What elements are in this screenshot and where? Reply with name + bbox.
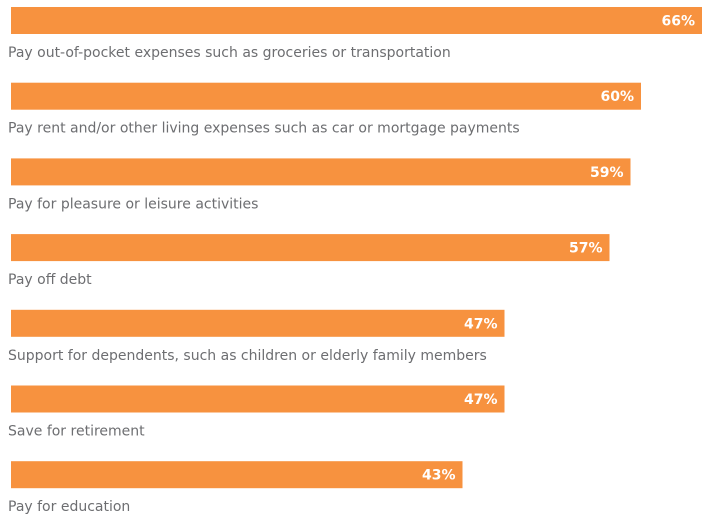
bar (11, 82, 641, 110)
value-label: 60% (600, 89, 634, 105)
bar (11, 309, 505, 337)
value-label: 47% (464, 316, 498, 332)
bar (11, 385, 505, 413)
category-label: Pay out-of-pocket expenses such as groce… (8, 45, 451, 61)
category-label: Pay for education (8, 499, 130, 515)
bar (11, 234, 610, 262)
value-label: 66% (661, 14, 695, 30)
bar (11, 461, 463, 489)
value-label: 59% (590, 165, 624, 181)
category-label: Save for retirement (8, 424, 145, 440)
bar (11, 158, 631, 186)
category-label: Pay rent and/or other living expenses su… (8, 121, 520, 137)
category-label: Pay for pleasure or leisure activities (8, 196, 258, 212)
category-label: Support for dependents, such as children… (8, 348, 487, 364)
value-label: 43% (422, 468, 456, 484)
value-label: 47% (464, 392, 498, 408)
bar (11, 7, 702, 34)
value-label: 57% (569, 241, 603, 257)
category-label: Pay off debt (8, 272, 92, 288)
